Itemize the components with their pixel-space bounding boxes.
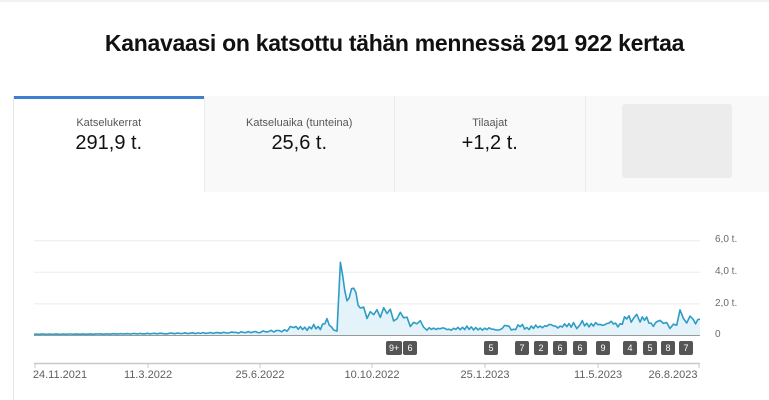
tab-label: Katselukerrat (76, 117, 142, 129)
video-marker-badge[interactable]: 9 (596, 341, 610, 355)
y-tick-label: 0 (715, 329, 721, 340)
x-tick-label: 10.10.2022 (344, 369, 400, 381)
video-marker-badge[interactable]: 5 (643, 341, 657, 355)
page-headline: Kanavaasi on katsottu tähän mennessä 291… (104, 30, 685, 56)
x-tick-label: 25.6.2022 (235, 369, 285, 381)
tab-label: Tilaajat (472, 117, 508, 129)
redacted-block (621, 104, 732, 178)
chart-area-fill (34, 262, 700, 335)
tab-watch-time[interactable]: Katseluaika (tunteina) 25,6 t. (203, 96, 394, 192)
x-tick-label: 11.5.2023 (573, 369, 623, 381)
tab-subscribers[interactable]: Tilaajat +1,2 t. (394, 96, 585, 192)
video-marker-badge[interactable]: 7 (515, 341, 529, 355)
video-marker-badge[interactable]: 5 (484, 341, 498, 355)
video-marker-badge[interactable]: 9+ (386, 341, 403, 355)
tab-views[interactable]: Katselukerrat 291,9 t. (14, 96, 204, 192)
video-marker-badge[interactable]: 6 (553, 341, 567, 355)
y-tick-label: 6,0 t. (715, 234, 738, 245)
x-axis-ticks (34, 363, 700, 368)
y-tick-label: 4,0 t. (715, 266, 738, 277)
tab-redacted[interactable] (584, 96, 769, 192)
x-tick-label: 25.1.2023 (460, 369, 510, 381)
tab-value: +1,2 t. (461, 132, 518, 154)
video-marker-badge[interactable]: 2 (534, 341, 548, 355)
tab-value: 25,6 t. (271, 132, 328, 154)
chart-grid (34, 240, 700, 305)
metric-tabs: Katselukerrat 291,9 t. Katseluaika (tunt… (14, 96, 769, 192)
video-marker-badge[interactable]: 8 (661, 341, 675, 355)
tab-label: Katseluaika (tunteina) (246, 117, 353, 129)
x-tick-label: 26.8.2023 (648, 369, 698, 381)
x-tick-label: 11.3.2022 (123, 369, 173, 381)
y-tick-label: 2,0 t. (715, 298, 738, 309)
video-marker-badge[interactable]: 4 (623, 341, 637, 355)
x-tick-label: 24.11.2021 (32, 369, 88, 381)
chart-line (33, 261, 701, 336)
video-marker-badge[interactable]: 7 (679, 341, 693, 355)
tab-value: 291,9 t. (75, 132, 143, 154)
video-marker-badge[interactable]: 6 (573, 341, 587, 355)
video-marker-badge[interactable]: 6 (403, 341, 417, 355)
top-strip (0, 0, 769, 2)
